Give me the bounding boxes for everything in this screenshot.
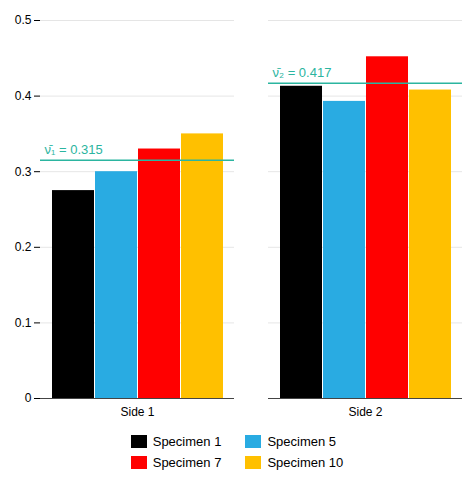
svg-text:0.1: 0.1 <box>15 316 32 330</box>
svg-text:ν̄₂ = 0.417: ν̄₂ = 0.417 <box>273 65 332 80</box>
svg-text:0.2: 0.2 <box>15 240 32 254</box>
html-text:Specimen 1: Specimen 1 <box>152 434 222 449</box>
svg-text:Side 2: Side 2 <box>348 405 382 419</box>
svg-text:ν̄₁ = 0.315: ν̄₁ = 0.315 <box>45 142 103 157</box>
html-text:Specimen 5: Specimen 5 <box>267 434 336 449</box>
svg-text:0.5: 0.5 <box>15 13 32 27</box>
svg-text:0: 0 <box>25 391 32 405</box>
html-text:Specimen 10: Specimen 10 <box>267 455 344 470</box>
svg-text:Side 1: Side 1 <box>120 405 154 419</box>
svg-text:0.4: 0.4 <box>15 89 32 103</box>
svg-text:0.3: 0.3 <box>15 165 32 179</box>
html-text:Specimen 7: Specimen 7 <box>152 455 222 470</box>
